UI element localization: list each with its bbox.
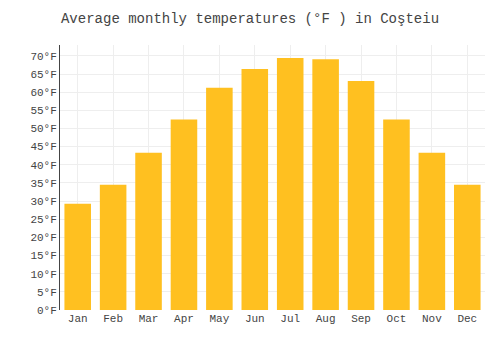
svg-text:Oct: Oct	[387, 313, 407, 325]
svg-text:Apr: Apr	[174, 313, 194, 325]
svg-text:Feb: Feb	[103, 313, 123, 325]
svg-text:65°F: 65°F	[30, 69, 56, 81]
svg-text:5°F: 5°F	[37, 287, 57, 299]
svg-text:Aug: Aug	[316, 313, 336, 325]
svg-text:35°F: 35°F	[30, 178, 56, 190]
svg-text:15°F: 15°F	[30, 250, 56, 262]
svg-text:30°F: 30°F	[30, 196, 56, 208]
svg-text:0°F: 0°F	[37, 305, 57, 317]
svg-text:Jul: Jul	[280, 313, 300, 325]
svg-text:60°F: 60°F	[30, 87, 56, 99]
svg-text:10°F: 10°F	[30, 269, 56, 281]
svg-text:Dec: Dec	[457, 313, 477, 325]
svg-text:20°F: 20°F	[30, 232, 56, 244]
svg-text:Average monthly temperatures (: Average monthly temperatures (°F ) in Co…	[61, 11, 439, 27]
svg-text:Mar: Mar	[139, 313, 159, 325]
svg-text:45°F: 45°F	[30, 141, 56, 153]
svg-text:55°F: 55°F	[30, 105, 56, 117]
svg-text:Jan: Jan	[68, 313, 88, 325]
svg-text:May: May	[209, 313, 229, 325]
svg-text:Sep: Sep	[351, 313, 371, 325]
svg-text:Nov: Nov	[422, 313, 442, 325]
svg-text:40°F: 40°F	[30, 160, 56, 172]
svg-text:50°F: 50°F	[30, 123, 56, 135]
svg-text:70°F: 70°F	[30, 51, 56, 63]
svg-text:25°F: 25°F	[30, 214, 56, 226]
svg-text:Jun: Jun	[245, 313, 265, 325]
